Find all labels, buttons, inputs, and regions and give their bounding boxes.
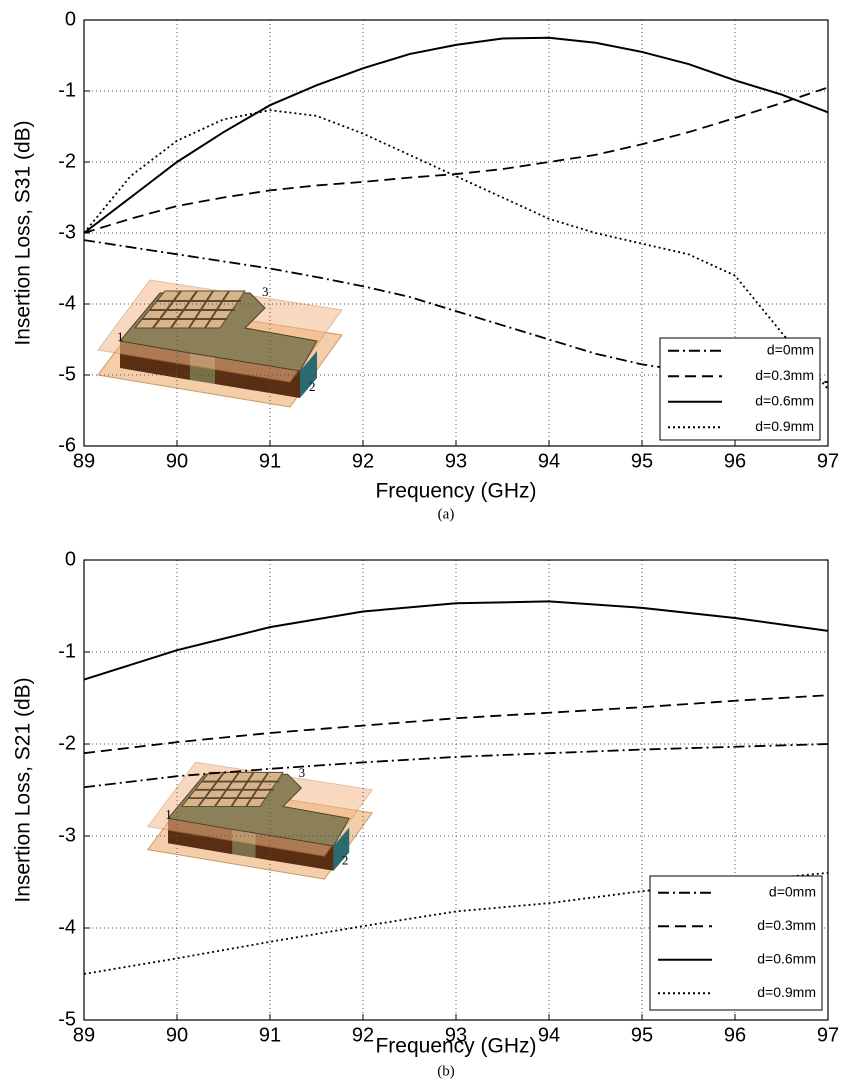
x-tick-label: 90 [166, 450, 188, 472]
y-tick-label: -2 [58, 732, 76, 754]
y-tick-label: -3 [58, 824, 76, 846]
y-tick-label: -3 [58, 221, 76, 243]
x-tick-label: 95 [631, 450, 653, 472]
x-tick-label: 95 [631, 1024, 653, 1046]
legend-label: d=0mm [767, 341, 814, 357]
x-tick-label: 96 [724, 1024, 746, 1046]
y-tick-label: -4 [58, 292, 76, 314]
series-line [84, 38, 828, 233]
x-axis-title: Frequency (GHz) [375, 480, 536, 503]
x-tick-label: 90 [166, 1024, 188, 1046]
x-axis-title: Frequency (GHz) [375, 1035, 536, 1058]
port-label: 2 [309, 379, 316, 394]
x-tick-label: 92 [352, 450, 374, 472]
legend-label: d=0.6mm [757, 950, 816, 966]
figure: 89 90 91 92 93 94 95 96 97 0 -1 -2 -3 -4 -5 -6 Frequency… [0, 0, 851, 1083]
y-tick-label: -2 [58, 150, 76, 172]
y-tick-label: -1 [58, 79, 76, 101]
port-label: 1 [165, 807, 172, 822]
x-tick-label: 89 [73, 1024, 95, 1046]
legend-label: d=0.9mm [757, 984, 816, 1000]
y-tick-label: 0 [65, 548, 76, 570]
y-tick-label: -5 [58, 1008, 76, 1030]
x-tick-label: 89 [73, 450, 95, 472]
y-tick-label: -5 [58, 363, 76, 385]
legend-label: d=0.9mm [755, 418, 814, 434]
inset-a [98, 280, 342, 407]
x-tick-label: 97 [817, 1024, 839, 1046]
legend-label: d=0mm [769, 883, 816, 899]
y-tick-label: 0 [65, 8, 76, 30]
inset-b [148, 762, 372, 879]
x-tick-label: 94 [538, 1024, 560, 1046]
legend-label: d=0.3mm [757, 917, 816, 933]
x-tick-label: 96 [724, 450, 746, 472]
legend-label: d=0.3mm [755, 367, 814, 383]
y-tick-label: -6 [58, 434, 76, 456]
y-axis-title: Insertion Loss, S21 (dB) [12, 677, 35, 902]
port-label: 1 [117, 329, 124, 344]
x-tick-label: 93 [445, 450, 467, 472]
legend-label: d=0.6mm [755, 392, 814, 408]
port-label: 2 [342, 853, 349, 868]
x-tick-label: 91 [259, 450, 281, 472]
page: 89 90 91 92 93 94 95 96 97 0 -1 -2 -3 -4 -5 -6 Frequency… [0, 0, 851, 1083]
x-tick-label: 91 [259, 1024, 281, 1046]
x-tick-label: 97 [817, 450, 839, 472]
caption: (b) [437, 1063, 455, 1079]
x-tick-label: 92 [352, 1024, 374, 1046]
x-tick-label: 94 [538, 450, 560, 472]
y-tick-label: -4 [58, 916, 76, 938]
port-label: 3 [262, 284, 269, 299]
y-axis-title: Insertion Loss, S31 (dB) [12, 120, 35, 345]
caption: (a) [438, 506, 455, 522]
y-tick-label: -1 [58, 640, 76, 662]
